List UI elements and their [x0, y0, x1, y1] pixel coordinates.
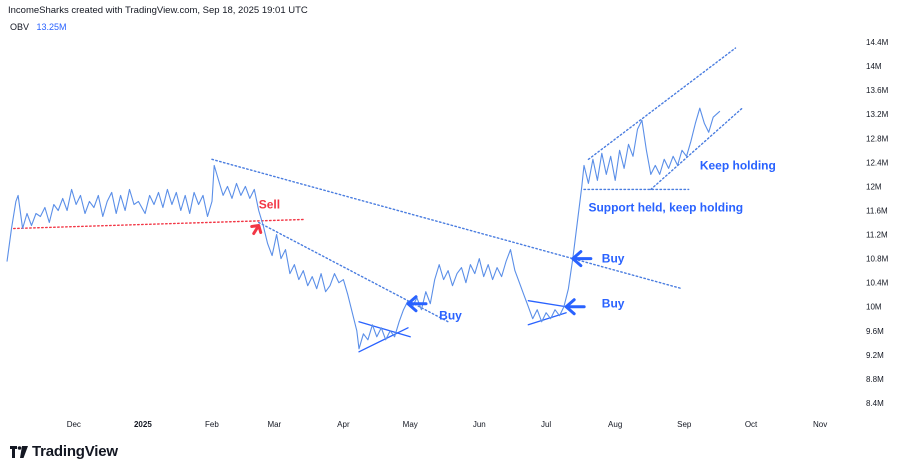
july-wedge-upper: [527, 300, 567, 308]
x-tick-label: 2025: [134, 420, 152, 429]
x-tick-label: Feb: [205, 420, 219, 429]
tradingview-brand[interactable]: TradingView: [10, 443, 118, 460]
tradingview-wordmark: TradingView: [32, 443, 118, 460]
x-tick-label: Mar: [267, 420, 281, 429]
lower-downtrend-line: [258, 221, 449, 323]
y-tick-label: 12.4M: [866, 158, 889, 167]
y-tick-label: 8.8M: [866, 375, 884, 384]
annotation-buy-may: Buy: [439, 309, 462, 323]
y-tick-label: 10.4M: [866, 279, 889, 288]
drawing-layer: [12, 47, 743, 353]
y-axis: 14.4M 14M 13.6M 13.2M 12.8M 12.4M 12M 11.6M 11.2…: [866, 38, 889, 408]
y-tick-label: 8.4M: [866, 399, 884, 408]
x-tick-label: Nov: [813, 420, 827, 429]
chart-credit: IncomeSharks created with TradingView.co…: [8, 5, 308, 16]
y-tick-label: 10M: [866, 303, 882, 312]
sell-arrow: [250, 224, 263, 236]
annotation-layer: Sell Buy Buy Buy Support held, keep holding K…: [259, 158, 776, 322]
annotation-support-held: Support held, keep holding: [588, 200, 743, 214]
obv-chart[interactable]: 14.4M 14M 13.6M 13.2M 12.8M 12.4M 12M 11.6M 11.2…: [0, 0, 900, 440]
annotation-keep-holding: Keep holding: [700, 158, 776, 172]
y-tick-label: 9.6M: [866, 327, 884, 336]
x-tick-label: Jun: [473, 420, 486, 429]
x-tick-label: Dec: [67, 420, 81, 429]
y-tick-label: 12.8M: [866, 134, 889, 143]
y-tick-label: 9.2M: [866, 351, 884, 360]
x-tick-label: Sep: [677, 420, 692, 429]
annotation-buy-jul-lower: Buy: [602, 297, 625, 311]
buy-jul-lower-arrow: [564, 298, 586, 316]
tradingview-logo-icon: [10, 445, 28, 458]
y-tick-label: 11.6M: [866, 206, 888, 215]
y-tick-label: 14M: [866, 62, 882, 71]
x-tick-label: Jul: [541, 420, 551, 429]
arrow-layer: [250, 224, 593, 316]
y-tick-label: 10.8M: [866, 255, 889, 264]
y-tick-label: 13.6M: [866, 86, 889, 95]
upper-downtrend-line: [211, 158, 683, 290]
annotation-buy-jul-upper: Buy: [602, 252, 625, 266]
lower-channel-line: [650, 107, 743, 191]
indicator-value: 13.25M: [36, 22, 67, 32]
buy-jul-upper-arrow: [571, 250, 593, 268]
series-layer: [6, 107, 721, 350]
april-wedge-lower: [358, 327, 409, 353]
indicator-legend[interactable]: OBV 13.25M: [10, 22, 67, 32]
obv-series-line: [6, 107, 721, 350]
upper-channel-line: [587, 47, 737, 161]
y-tick-label: 12M: [866, 182, 882, 191]
x-tick-label: Oct: [745, 420, 758, 429]
annotation-sell: Sell: [259, 197, 280, 211]
x-axis: Dec 2025 Feb Mar Apr May Jun Jul Aug Sep Oct Nov: [67, 420, 828, 429]
x-tick-label: Aug: [608, 420, 622, 429]
y-tick-label: 11.2M: [866, 231, 888, 240]
y-tick-label: 13.2M: [866, 110, 889, 119]
indicator-name: OBV: [10, 22, 30, 32]
x-tick-label: Apr: [337, 420, 350, 429]
buy-may-arrow: [406, 295, 428, 313]
april-wedge-upper: [358, 321, 411, 338]
y-tick-label: 14.4M: [866, 38, 889, 47]
x-tick-label: May: [403, 420, 418, 429]
sell-level-line: [12, 218, 304, 230]
